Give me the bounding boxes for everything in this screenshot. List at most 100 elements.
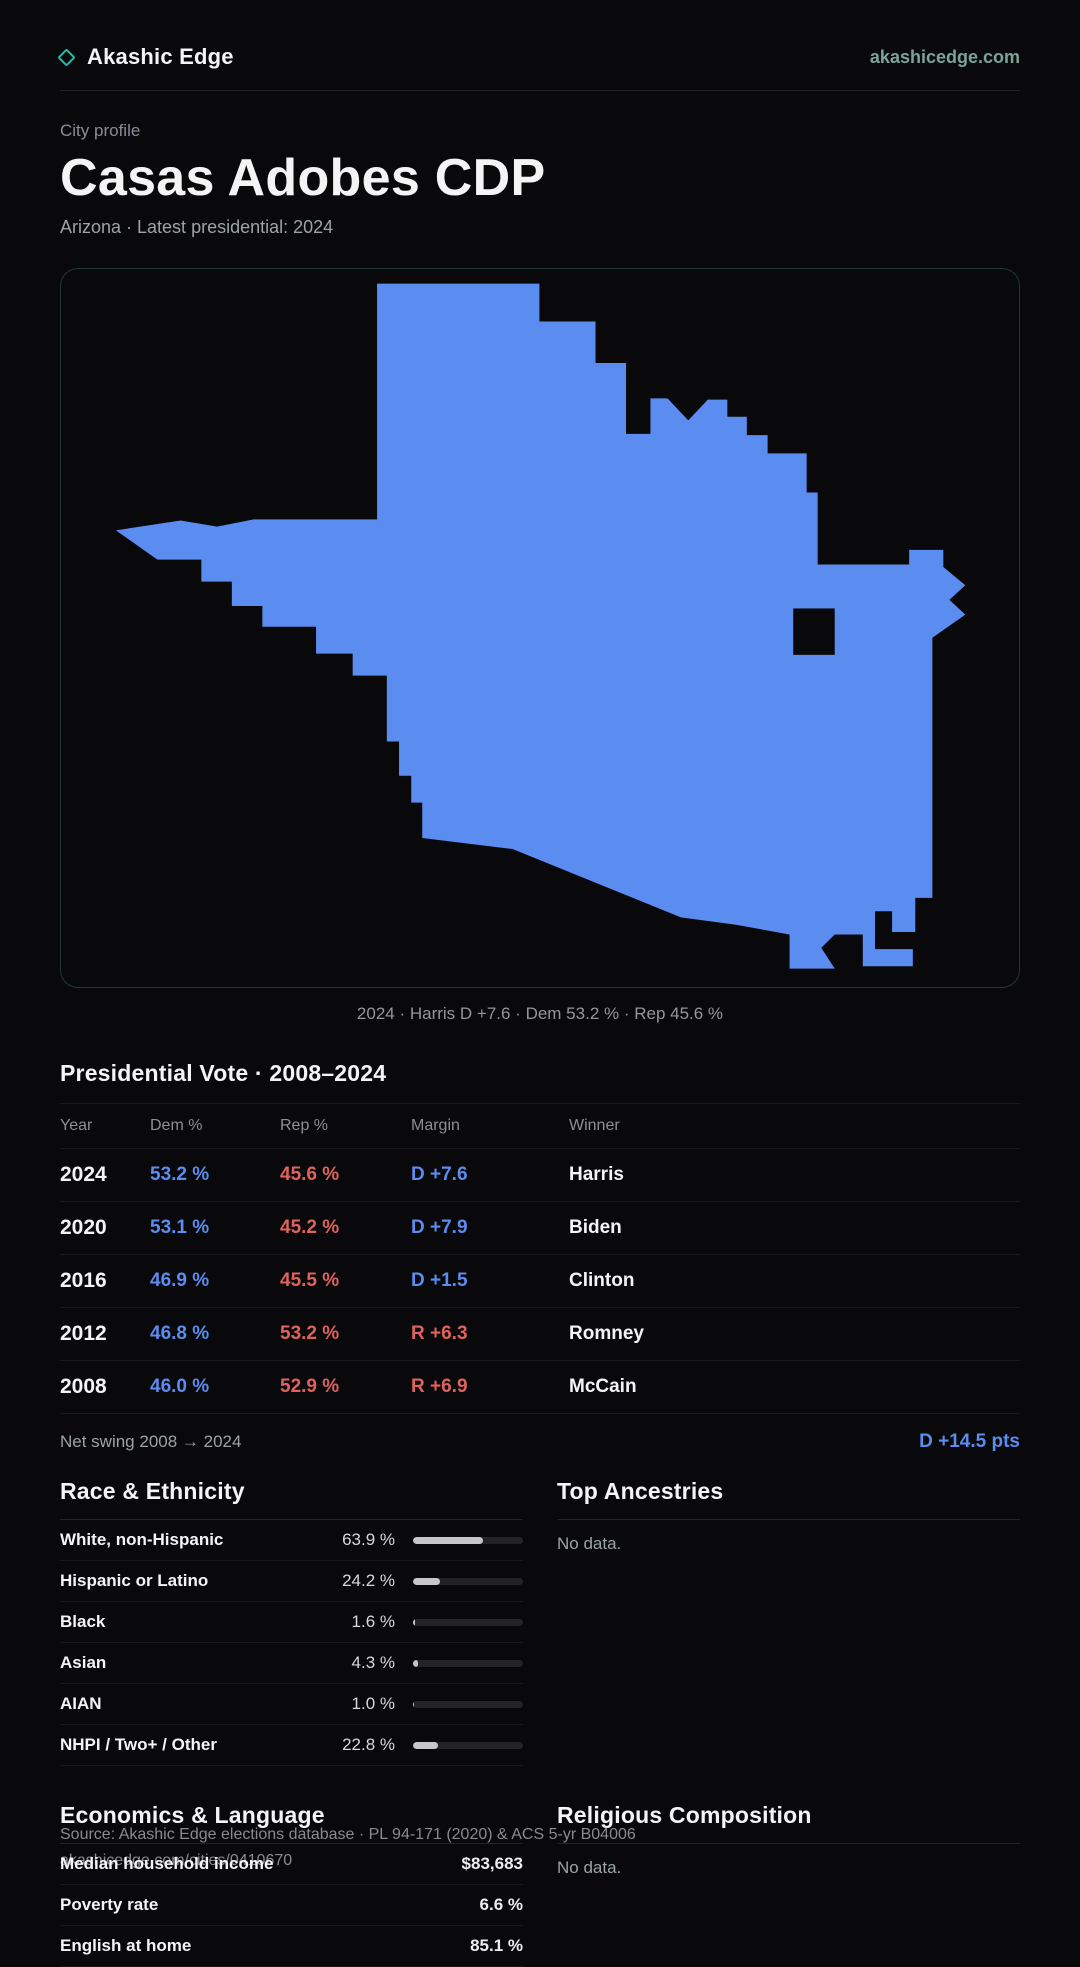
margin-cell: D +7.9	[411, 1217, 468, 1239]
margin-cell: D +7.6	[411, 1164, 468, 1186]
economics-title: Economics & Language	[60, 1802, 523, 1845]
margin-cell: R +6.9	[411, 1376, 468, 1398]
economics-value: 85.1 %	[470, 1936, 523, 1956]
table-row: 2008 46.0 % 52.9 % R +6.9 McCain	[60, 1361, 1020, 1415]
religion-empty: No data.	[557, 1858, 622, 1878]
winner-cell: Harris	[569, 1164, 624, 1186]
dem-cell: 53.2 %	[150, 1164, 210, 1186]
ancestries-empty: No data.	[557, 1534, 622, 1554]
race-value: 1.0 %	[351, 1694, 395, 1714]
race-bar	[413, 1618, 523, 1626]
rep-cell: 45.5 %	[280, 1270, 340, 1292]
race-bar	[413, 1700, 523, 1708]
col-rep: Rep %	[280, 1117, 329, 1135]
economics-column: Economics & Language Median household in…	[60, 1802, 523, 1967]
vote-table-header: Year Dem % Rep % Margin Winner	[60, 1103, 1020, 1150]
margin-cell: D +1.5	[411, 1270, 468, 1292]
race-bar	[413, 1741, 523, 1749]
net-swing-value: D +14.5 pts	[919, 1431, 1020, 1453]
col-margin: Margin	[411, 1117, 460, 1135]
page-title: Casas Adobes CDP	[60, 149, 546, 207]
race-value: 63.9 %	[342, 1530, 395, 1550]
rep-cell: 45.2 %	[280, 1217, 340, 1239]
net-swing-row: Net swing 2008 → 2024 D +14.5 pts	[60, 1414, 1020, 1470]
economics-label: Poverty rate	[60, 1895, 159, 1915]
economics-row: Median household income $83,683	[60, 1844, 523, 1886]
race-label: Black	[60, 1612, 106, 1632]
demographics-section: Race & Ethnicity White, non-Hispanic 63.…	[60, 1478, 1020, 1767]
col-winner: Winner	[569, 1117, 620, 1135]
map-caption: 2024 · Harris D +7.6 · Dem 53.2 % · Rep …	[356, 1004, 724, 1024]
race-row: NHPI / Two+ / Other 22.8 %	[60, 1725, 523, 1767]
eyebrow-label: City profile	[60, 121, 141, 140]
race-bar-fill	[413, 1618, 415, 1626]
race-label: Asian	[60, 1653, 107, 1673]
site-header: Akashic Edge akashicedge.com	[57, 0, 1020, 91]
margin-cell: R +6.3	[411, 1323, 468, 1345]
economics-section: Economics & Language Median household in…	[60, 1802, 1020, 1967]
year-cell: 2024	[60, 1163, 107, 1187]
race-bar	[413, 1536, 523, 1544]
ancestries-column: Top Ancestries No data.	[557, 1478, 1020, 1766]
table-row: 2024 53.2 % 45.6 % D +7.6 Harris	[60, 1149, 1020, 1203]
source-line: Source: Akashic Edge elections database …	[60, 1826, 636, 1843]
rep-cell: 53.2 %	[280, 1323, 340, 1345]
economics-label: Median household income	[60, 1854, 274, 1874]
race-bar-fill	[413, 1700, 415, 1708]
city-boundary-shape	[115, 283, 966, 969]
source-url: akashicedge.com/cities/0410670	[60, 1851, 293, 1869]
page: Akashic Edge akashicedge.com City profil…	[57, 0, 1020, 1967]
race-value: 22.8 %	[342, 1735, 395, 1755]
race-bar-fill	[413, 1577, 440, 1585]
economics-value: 6.6 %	[479, 1895, 523, 1915]
rep-cell: 45.6 %	[280, 1164, 340, 1186]
race-bar-fill	[413, 1741, 439, 1749]
race-bar	[413, 1659, 523, 1667]
economics-row: English at home 85.1 %	[60, 1926, 523, 1967]
brand-diamond-icon	[57, 47, 76, 67]
race-row: AIAN 1.0 %	[60, 1684, 523, 1726]
vote-section-title: Presidential Vote · 2008–2024	[60, 1060, 387, 1087]
race-value: 24.2 %	[342, 1571, 395, 1591]
city-map-card	[60, 268, 1020, 989]
dem-cell: 46.8 %	[150, 1323, 210, 1345]
table-row: 2020 53.1 % 45.2 % D +7.9 Biden	[60, 1202, 1020, 1256]
col-dem: Dem %	[150, 1117, 203, 1135]
economics-label: English at home	[60, 1936, 192, 1956]
rep-cell: 52.9 %	[280, 1376, 340, 1398]
ancestries-title: Top Ancestries	[557, 1478, 1020, 1521]
race-bar-fill	[413, 1536, 484, 1544]
dem-cell: 46.9 %	[150, 1270, 210, 1292]
winner-cell: Biden	[569, 1217, 622, 1239]
race-row: Asian 4.3 %	[60, 1643, 523, 1685]
religion-title: Religious Composition	[557, 1802, 1020, 1845]
race-value: 1.6 %	[351, 1612, 395, 1632]
page-subtitle: Arizona · Latest presidential: 2024	[60, 217, 334, 238]
vote-table: Year Dem % Rep % Margin Winner 2024 53.2…	[60, 1103, 1020, 1415]
col-year: Year	[60, 1117, 93, 1135]
site-domain-link[interactable]: akashicedge.com	[869, 46, 1020, 67]
winner-cell: McCain	[569, 1376, 637, 1398]
race-bar-fill	[413, 1659, 418, 1667]
race-value: 4.3 %	[351, 1653, 395, 1673]
winner-cell: Clinton	[569, 1270, 635, 1292]
race-row: Black 1.6 %	[60, 1602, 523, 1644]
map-notch	[793, 608, 835, 656]
year-cell: 2008	[60, 1375, 107, 1399]
race-label: Hispanic or Latino	[60, 1571, 209, 1591]
race-bar	[413, 1577, 523, 1585]
table-row: 2012 46.8 % 53.2 % R +6.3 Romney	[60, 1308, 1020, 1362]
dem-cell: 46.0 %	[150, 1376, 210, 1398]
year-cell: 2012	[60, 1322, 107, 1346]
race-row: Hispanic or Latino 24.2 %	[60, 1561, 523, 1603]
winner-cell: Romney	[569, 1323, 644, 1345]
year-cell: 2020	[60, 1216, 107, 1240]
city-map-svg	[115, 283, 966, 969]
brand: Akashic Edge	[57, 44, 234, 70]
race-column: Race & Ethnicity White, non-Hispanic 63.…	[60, 1478, 523, 1767]
year-cell: 2016	[60, 1269, 107, 1293]
race-label: White, non-Hispanic	[60, 1530, 224, 1550]
dem-cell: 53.1 %	[150, 1217, 210, 1239]
brand-name: Akashic Edge	[87, 44, 234, 69]
table-row: 2016 46.9 % 45.5 % D +1.5 Clinton	[60, 1255, 1020, 1309]
